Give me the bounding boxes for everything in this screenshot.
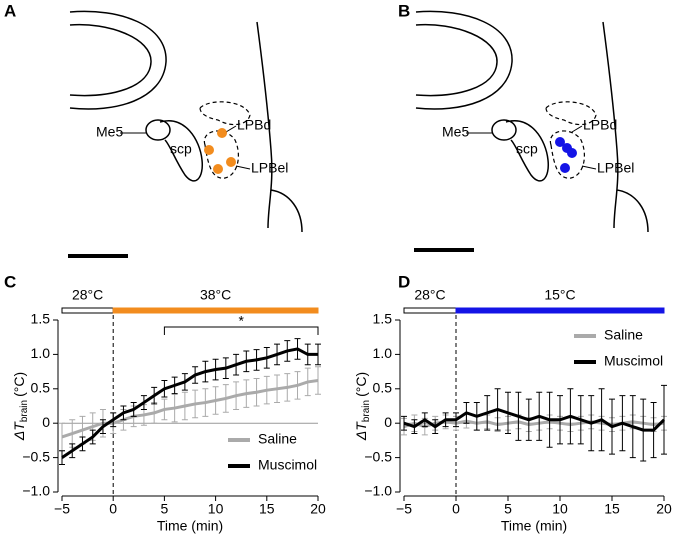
y-tick-label: −0.5 [364, 448, 392, 464]
y-tick-label: 0.5 [373, 380, 393, 396]
stimulus-label: 28°C [72, 287, 103, 303]
x-tick-label: 5 [504, 501, 512, 517]
x-tick-label: 0 [109, 501, 117, 517]
outline [415, 23, 498, 97]
region-label: scp [516, 141, 538, 157]
site-dot [567, 148, 577, 158]
region-label: LPBel [597, 160, 634, 176]
series-line [403, 407, 666, 432]
y-label-symbol: ΔT [353, 421, 369, 441]
x-tick-label: 20 [656, 501, 672, 517]
panel-label: C [4, 272, 16, 291]
stimulus-label: 28°C [414, 287, 445, 303]
panel-label: B [398, 1, 410, 20]
outline [199, 101, 251, 126]
outline [159, 120, 204, 182]
chart: −1.0 −0.5 0 0.5 1.0 1.5 −5 0 5 10 15 20 Time (min) ΔT… [11, 287, 326, 534]
x-tick-label: 15 [604, 501, 620, 517]
x-tick-label: 20 [310, 501, 326, 517]
stimulus-bar [455, 307, 665, 314]
series-line [61, 379, 319, 439]
site-dot [213, 164, 223, 174]
outline [549, 130, 585, 179]
outline [602, 21, 649, 233]
leader [581, 165, 597, 170]
y-label-unit: (°C) [11, 372, 27, 397]
region-label: LPBel [251, 160, 288, 176]
x-axis-label: Time (min) [501, 518, 567, 534]
stimulus-label: 15°C [544, 287, 575, 303]
series-line [61, 347, 318, 459]
site-dot [217, 128, 227, 138]
y-label-symbol: ΔT [11, 421, 27, 441]
outline [545, 101, 597, 126]
y-tick-label: 1.5 [31, 311, 51, 327]
site-dot [226, 157, 236, 167]
region-label: Me5 [96, 124, 123, 140]
x-tick-label: 0 [452, 501, 460, 517]
dots [204, 128, 236, 174]
y-tick-label: 0.5 [31, 380, 51, 396]
y-tick-label: −1.0 [364, 483, 392, 499]
site-dot [555, 137, 565, 147]
y-axis-label: ΔTbrain (°C) [353, 372, 372, 441]
site-dot [204, 145, 214, 155]
y-tick-label: −1.0 [22, 483, 50, 499]
outline [203, 130, 239, 179]
legend-label: Muscimol [258, 457, 317, 473]
outline [415, 10, 513, 110]
y-tick-label: 1.0 [373, 345, 393, 361]
outline [491, 119, 517, 141]
outline [256, 21, 303, 233]
dots [555, 137, 577, 173]
x-tick-label: 5 [161, 501, 169, 517]
panel-label: D [398, 272, 410, 291]
legend-label: Muscimol [604, 353, 663, 369]
leader [571, 125, 583, 133]
stimulus-bar [112, 307, 319, 314]
outline [145, 119, 171, 141]
x-tick-label: 10 [208, 501, 224, 517]
x-tick-label: 15 [259, 501, 275, 517]
stimulus-label: 38°C [200, 287, 231, 303]
y-tick-label: 1.0 [31, 345, 51, 361]
site-dot [560, 163, 570, 173]
outline [69, 23, 152, 97]
x-tick-label: −5 [54, 501, 70, 517]
region-label: LPBd [237, 117, 271, 133]
significance-bracket [163, 326, 319, 335]
outline [505, 120, 550, 182]
y-label-subscript: brain [361, 400, 372, 422]
y-label-subscript: brain [19, 400, 30, 422]
y-tick-label: 0 [42, 414, 50, 430]
x-tick-label: 10 [552, 501, 568, 517]
y-axis-label: ΔTbrain (°C) [11, 372, 30, 441]
significance-label: * [238, 313, 244, 329]
y-tick-label: 0 [384, 414, 392, 430]
y-tick-label: −0.5 [22, 448, 50, 464]
y-tick-label: 1.5 [373, 311, 393, 327]
region-label: scp [170, 141, 192, 157]
stimulus-bar [61, 307, 114, 314]
x-axis-label: Time (min) [157, 518, 223, 534]
leader [235, 165, 251, 170]
diagram: Me5 scp LPBd LPBel [68, 10, 303, 258]
outline [69, 10, 167, 110]
leader [225, 125, 237, 133]
stimulus-bar [403, 307, 457, 314]
panel-label: A [4, 1, 16, 20]
legend-label: Saline [604, 327, 643, 343]
x-tick-label: −5 [396, 501, 412, 517]
region-label: LPBd [583, 117, 617, 133]
legend-label: Saline [258, 431, 297, 447]
region-label: Me5 [442, 124, 469, 140]
diagram: Me5 scp LPBd LPBel [414, 10, 649, 252]
y-label-unit: (°C) [353, 372, 369, 397]
chart: −1.0 −0.5 0 0.5 1.0 1.5 −5 0 5 10 15 20 Time (min) ΔT… [353, 287, 672, 534]
